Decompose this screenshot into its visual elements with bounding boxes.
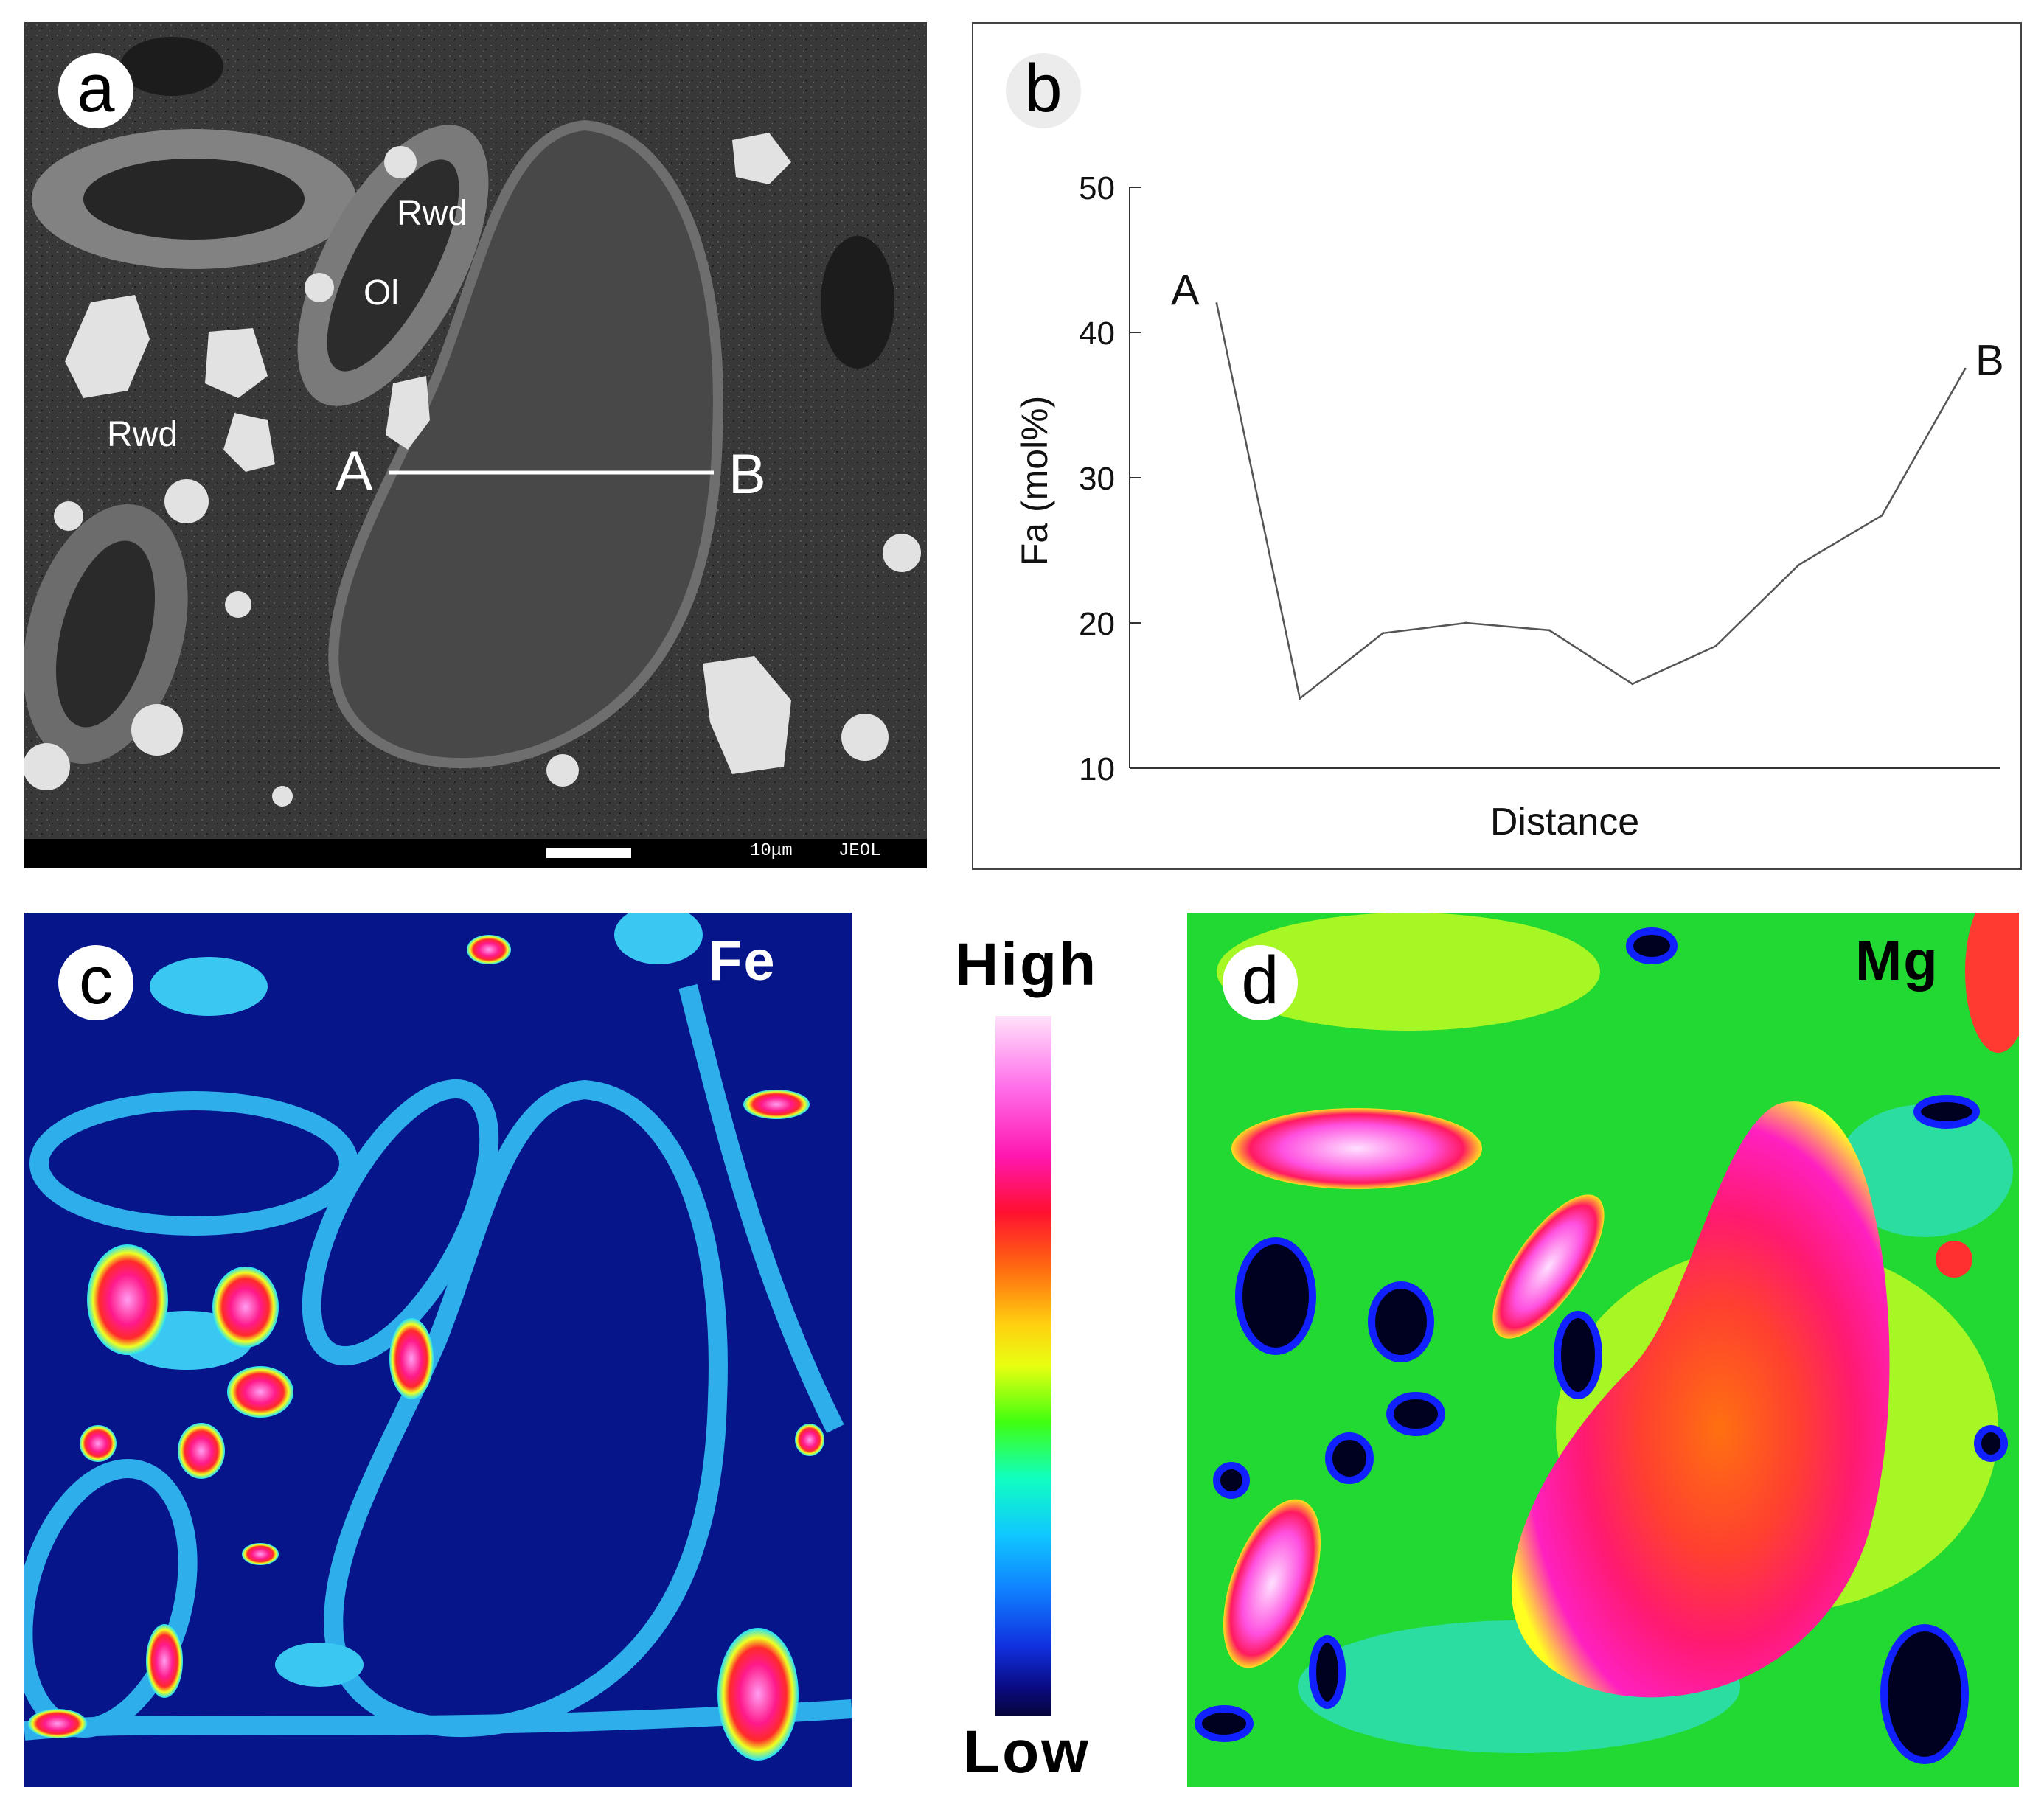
large-olivine-grain <box>328 119 723 769</box>
panel-b-badge: b <box>1006 53 1081 128</box>
y-tick-label: 20 <box>1079 606 1115 642</box>
scale-length-text: 10μm <box>750 841 793 861</box>
point-b-label: B <box>729 443 766 506</box>
point-a-label: A <box>336 440 373 503</box>
panel-d-mg-map: d Mg <box>1187 913 2019 1787</box>
series-end-label: B <box>1975 336 2004 384</box>
panel-b-chart: b 10 20 30 40 50 A B Fa (mol%) Distance <box>972 22 2022 870</box>
fa-data-point <box>1964 367 1967 370</box>
fa-data-point <box>1797 563 1800 566</box>
colorbar <box>995 1016 1051 1716</box>
mg-element-label: Mg <box>1855 930 1939 992</box>
panel-d-badge: d <box>1223 945 1298 1020</box>
mg-rich-grain <box>1512 1101 1890 1698</box>
y-tick-label: 50 <box>1079 170 1115 206</box>
scale-maker-text: JEOL <box>838 841 881 861</box>
fa-data-point <box>1215 302 1218 305</box>
label-rwd-top: Rwd <box>397 194 468 233</box>
fa-data-point <box>1382 632 1385 635</box>
scale-bar <box>546 848 631 858</box>
fa-data-point <box>1299 697 1301 700</box>
y-tick-label: 30 <box>1079 461 1115 497</box>
fa-data-point <box>1464 621 1467 624</box>
panel-c-badge: c <box>58 945 133 1020</box>
sem-micrograph <box>24 22 927 868</box>
fa-series-line <box>1215 303 1967 700</box>
mg-element-map <box>1195 913 2019 1764</box>
label-rwd-left: Rwd <box>107 415 178 454</box>
fa-data-point <box>1631 683 1634 686</box>
panel-a-badge: a <box>58 53 133 128</box>
colorbar-high-label: High <box>955 931 1099 998</box>
fa-data-point <box>1548 629 1551 632</box>
fa-profile-plot: 10 20 30 40 50 A B Fa (mol%) Distance <box>1014 170 2004 843</box>
fe-element-label: Fe <box>708 930 776 992</box>
y-tick-label: 10 <box>1079 751 1115 787</box>
fe-element-map <box>24 913 852 1761</box>
y-tick-label: 40 <box>1079 316 1115 352</box>
label-ol: Ol <box>364 274 399 313</box>
x-axis-label: Distance <box>1490 801 1639 843</box>
y-axis-label: Fa (mol%) <box>1014 396 1055 566</box>
panel-c-fe-map: c Fe <box>24 913 852 1787</box>
panel-a-sem-image: a Rwd Ol Rwd A B 10μm JEOL <box>24 22 927 868</box>
fa-data-point <box>1714 645 1717 648</box>
colorbar-low-label: Low <box>963 1718 1091 1786</box>
fa-data-point <box>1880 514 1883 517</box>
series-start-label: A <box>1171 267 1200 315</box>
